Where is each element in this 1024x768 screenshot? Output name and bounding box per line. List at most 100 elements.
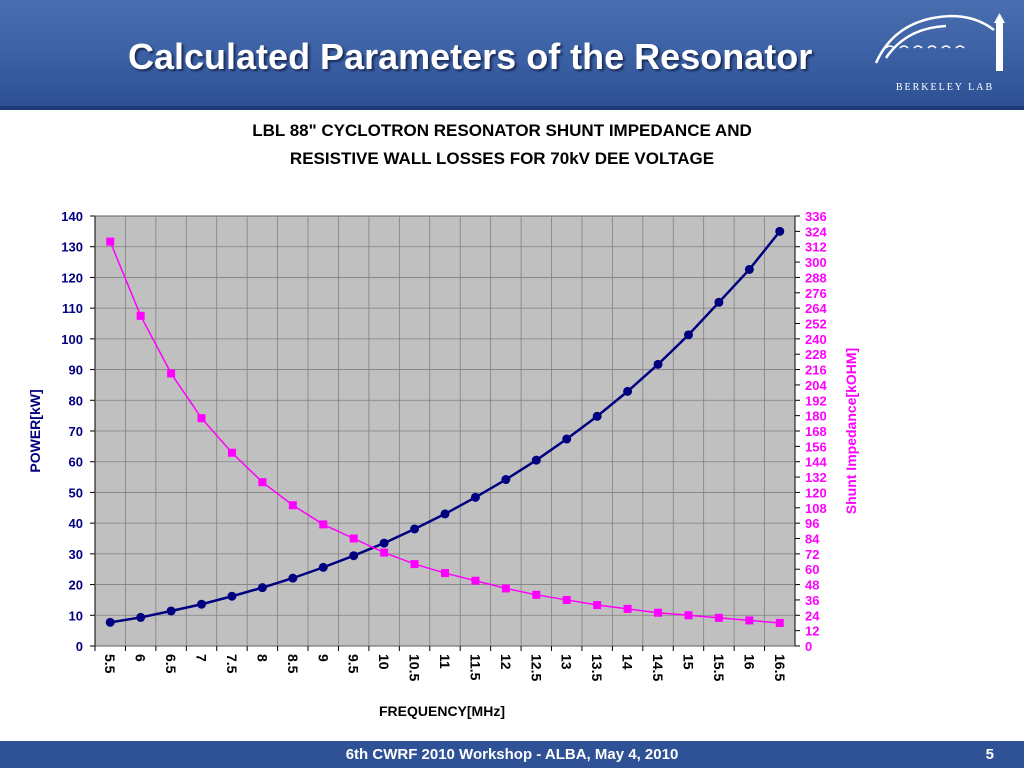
x-tick-label: 6: [133, 654, 149, 662]
y2-axis-label: Shunt Impedance[kOHM]: [843, 348, 859, 514]
y2-tick-label: 12: [805, 624, 819, 639]
power-data-point: [349, 551, 359, 561]
x-tick-label: 8: [254, 654, 270, 662]
y-tick-label: 140: [61, 209, 83, 224]
x-tick-label: 5.5: [102, 654, 118, 674]
y2-tick-label: 312: [805, 240, 827, 255]
y2-tick-label: 324: [805, 224, 827, 239]
y2-tick-label: 300: [805, 255, 827, 270]
y-tick-label: 0: [76, 639, 83, 654]
y2-tick-label: 48: [805, 578, 819, 593]
impedance-data-point: [136, 311, 145, 320]
y-tick-label: 30: [69, 547, 83, 562]
y-tick-label: 70: [69, 424, 83, 439]
power-data-point: [714, 297, 724, 307]
power-data-point: [653, 359, 663, 369]
impedance-data-point: [684, 611, 693, 620]
x-axis-ticks: 5.5 6 6.5 7 7.5 8 8.5 9 9.5 10 10.5 11 11.5 12 12.5 13 1…: [94, 646, 788, 681]
x-tick-label: 13.5: [589, 654, 605, 681]
power-data-point: [227, 591, 237, 601]
power-data-point: [166, 606, 176, 616]
y-axis-label: POWER[kW]: [27, 389, 43, 472]
y2-tick-label: 156: [805, 439, 827, 454]
y2-tick-label: 288: [805, 270, 827, 285]
chart-title-line-2: RESISTIVE WALL LOSSES FOR 70kV DEE VOLTA…: [290, 149, 714, 168]
impedance-data-point: [106, 237, 115, 246]
impedance-data-point: [197, 414, 206, 423]
y2-tick-label: 216: [805, 363, 827, 378]
y2-tick-label: 72: [805, 547, 819, 562]
impedance-data-point: [319, 520, 328, 529]
y2-tick-label: 204: [805, 378, 827, 393]
y2-tick-label: 132: [805, 470, 827, 485]
impedance-data-point: [714, 613, 723, 622]
power-data-point: [105, 617, 115, 627]
x-tick-label: 13: [559, 654, 575, 670]
y2-tick-label: 36: [805, 593, 819, 608]
impedance-data-point: [501, 584, 510, 593]
power-data-point: [592, 411, 602, 421]
x-tick-label: 12: [498, 654, 514, 670]
impedance-data-point: [441, 569, 449, 578]
left-axis-ticks: 0 10 20 30 40 50 60 70 80 90 100 110 120 130 140: [61, 209, 95, 654]
power-data-point: [257, 583, 267, 593]
series-lines: [105, 226, 785, 627]
x-tick-label: 9: [315, 654, 331, 662]
x-tick-label: 9.5: [346, 654, 362, 674]
y-tick-label: 130: [61, 240, 83, 255]
slide-footer: 6th CWRF 2010 Workshop - ALBA, May 4, 20…: [0, 741, 1024, 768]
power-data-point: [410, 524, 420, 534]
y2-tick-label: 336: [805, 209, 827, 224]
power-data-point: [197, 599, 207, 609]
y-tick-label: 50: [69, 485, 83, 500]
impedance-data-point: [745, 616, 754, 625]
impedance-data-point: [775, 618, 784, 627]
impedance-data-point: [288, 501, 297, 510]
power-data-point: [440, 509, 450, 519]
x-tick-label: 7.5: [224, 654, 240, 674]
y2-tick-label: 24: [805, 608, 820, 623]
y2-tick-label: 0: [805, 639, 812, 654]
x-tick-label: 11.5: [467, 654, 483, 681]
slide-title: Calculated Parameters of the Resonator: [128, 36, 813, 77]
y2-tick-label: 240: [805, 332, 827, 347]
y-tick-label: 120: [61, 270, 83, 285]
y2-tick-label: 60: [805, 562, 819, 577]
impedance-data-point: [380, 548, 389, 557]
x-tick-label: 15.5: [711, 654, 727, 681]
power-data-point: [623, 386, 633, 396]
y2-tick-label: 96: [805, 516, 819, 531]
y2-tick-label: 120: [805, 485, 827, 500]
y-tick-label: 100: [61, 332, 83, 347]
page-number: 5: [985, 746, 994, 763]
y2-tick-label: 180: [805, 409, 827, 424]
x-tick-label: 12.5: [528, 654, 544, 681]
y-tick-label: 10: [69, 608, 83, 623]
logo-text: Berkeley Lab: [895, 82, 995, 93]
y2-tick-label: 144: [805, 455, 827, 470]
y2-tick-label: 168: [805, 424, 827, 439]
impedance-data-point: [562, 595, 571, 604]
impedance-data-point: [167, 369, 176, 378]
power-data-point: [136, 612, 146, 622]
impedance-data-point: [654, 608, 663, 617]
x-axis-label: FREQUENCY[MHz]: [379, 703, 505, 719]
x-tick-label: 16.5: [772, 654, 788, 681]
x-tick-label: 8.5: [285, 654, 301, 674]
x-tick-label: 14: [620, 654, 636, 670]
y-tick-label: 110: [62, 301, 83, 316]
gridlines: [95, 215, 795, 647]
power-data-point: [470, 492, 480, 502]
impedance-data-point: [471, 576, 480, 585]
x-tick-label: 15: [680, 654, 696, 670]
power-data-point: [501, 475, 511, 485]
power-data-point: [562, 434, 572, 444]
impedance-data-point: [532, 590, 541, 599]
x-tick-label: 10.5: [407, 654, 423, 681]
y2-tick-label: 192: [805, 393, 827, 408]
y-tick-label: 80: [69, 393, 83, 408]
power-data-point: [683, 330, 693, 340]
power-data-point: [379, 538, 389, 548]
y-tick-label: 20: [69, 578, 83, 593]
slide-header: [0, 0, 1024, 110]
